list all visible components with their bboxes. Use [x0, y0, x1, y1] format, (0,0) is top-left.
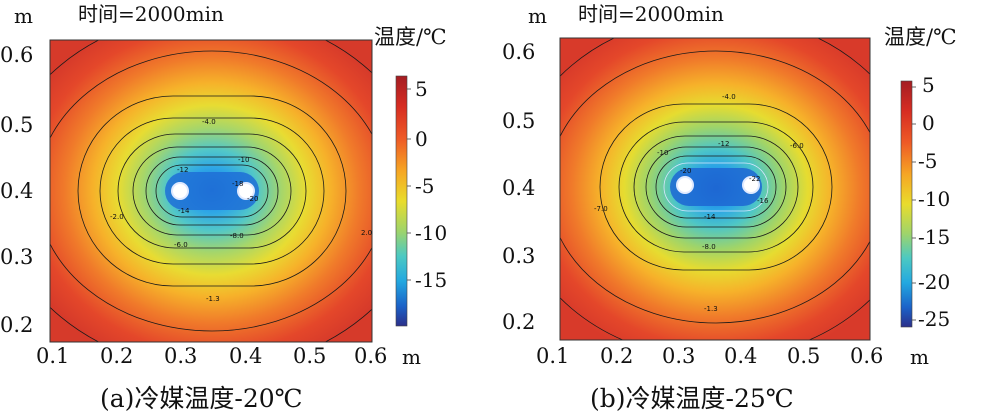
x-tick: 0.2	[600, 344, 634, 368]
x-tick: 0.6	[850, 344, 884, 368]
colorbar-tick: -10	[415, 221, 448, 245]
contour-label: -6.0	[174, 241, 188, 249]
colorbar-tick: -15	[415, 268, 448, 292]
pipe-right-b	[742, 176, 760, 194]
contour-panel-b: -4.0 -10 -12 -6.0 -20 -16 -22 -14 -8.0 -…	[494, 0, 988, 418]
pipe-left-a	[171, 182, 189, 200]
y-tick: 0.3	[0, 245, 34, 269]
x-tick: 0.2	[100, 344, 134, 368]
x-tick: 0.6	[354, 344, 388, 368]
colorbar-a	[395, 75, 408, 327]
contour-label: -4.0	[202, 118, 216, 126]
contour-panel-a: -4.0 -10 -12 -18 -14 -6.0 -2.0 -8.0 -1.3…	[0, 2, 448, 413]
colorbar-tick: -5	[415, 174, 435, 198]
colorbar-tick: 0	[415, 127, 428, 151]
x-tick: 0.3	[164, 344, 198, 368]
y-tick: 0.4	[502, 176, 536, 200]
contour-label: -18	[232, 180, 243, 188]
contour-label: -2.0	[110, 213, 124, 221]
y-tick: 0.2	[502, 310, 536, 334]
x-axis-unit: m	[402, 345, 421, 369]
pipe-left-b	[676, 176, 694, 194]
contour-label: -16	[757, 197, 769, 205]
x-axis-unit: m	[910, 345, 929, 369]
contour-label: 2.0	[361, 229, 372, 237]
contour-label: -10	[238, 156, 249, 164]
y-tick: 0.2	[0, 313, 34, 337]
contour-label: -12	[177, 166, 188, 174]
contour-label: -20	[247, 195, 258, 203]
colorbar-b	[900, 80, 913, 328]
contour-lines-b	[560, 38, 870, 340]
y-axis-unit: m	[14, 4, 33, 28]
contour-label: -6.0	[790, 142, 804, 150]
colorbar-tick: -10	[918, 187, 951, 211]
colorbar-tick: -20	[918, 270, 951, 294]
x-tick: 0.1	[36, 344, 70, 368]
contour-label: -4.0	[722, 93, 736, 101]
contour-lines-a	[50, 40, 372, 342]
time-label: 时间=2000min	[78, 2, 224, 26]
colorbar-tick: 5	[922, 73, 935, 97]
x-tick: 0.4	[724, 344, 758, 368]
y-tick: 0.4	[0, 179, 34, 203]
colorbar-tick: -25	[918, 307, 951, 331]
time-label: 时间=2000min	[578, 2, 724, 26]
contour-label: -10	[657, 149, 668, 157]
contour-label: -8.0	[230, 232, 244, 240]
contour-label: -1.3	[704, 305, 718, 313]
y-tick: 0.6	[0, 43, 34, 67]
x-tick: 0.1	[536, 344, 570, 368]
colorbar-tick: 0	[922, 111, 935, 135]
x-tick: 0.3	[662, 344, 696, 368]
colorbar-title: 温度/℃	[884, 25, 957, 49]
contour-label: -12	[718, 140, 729, 148]
colorbar-tick: -15	[918, 225, 951, 249]
contour-label: -7.0	[594, 205, 608, 213]
contour-plot-a: -4.0 -10 -12 -18 -14 -6.0 -2.0 -8.0 -1.3…	[49, 39, 411, 343]
contour-label: -8.0	[702, 243, 716, 251]
x-tick: 0.5	[787, 344, 821, 368]
contour-label: -1.3	[206, 295, 220, 303]
pipe-right-a	[237, 182, 255, 200]
colorbar-tick: 5	[415, 77, 428, 101]
colorbar-tick: -5	[918, 149, 938, 173]
y-tick: 0.3	[502, 244, 536, 268]
contour-label: -14	[178, 207, 190, 215]
contour-label: -22	[749, 175, 760, 183]
y-axis-unit: m	[528, 4, 547, 28]
contour-label: -20	[680, 167, 691, 175]
contour-label: -14	[704, 213, 716, 221]
x-tick: 0.5	[293, 344, 327, 368]
x-tick: 0.4	[229, 344, 263, 368]
y-tick: 0.6	[502, 40, 536, 64]
y-tick: 0.5	[0, 113, 34, 137]
contour-plot-b: -4.0 -10 -12 -6.0 -20 -16 -22 -14 -8.0 -…	[559, 37, 916, 341]
colorbar-title: 温度/℃	[374, 25, 447, 49]
caption: (b)冷媒温度-25℃	[590, 384, 794, 413]
caption: (a)冷媒温度-20℃	[100, 384, 303, 413]
y-tick: 0.5	[502, 109, 536, 133]
